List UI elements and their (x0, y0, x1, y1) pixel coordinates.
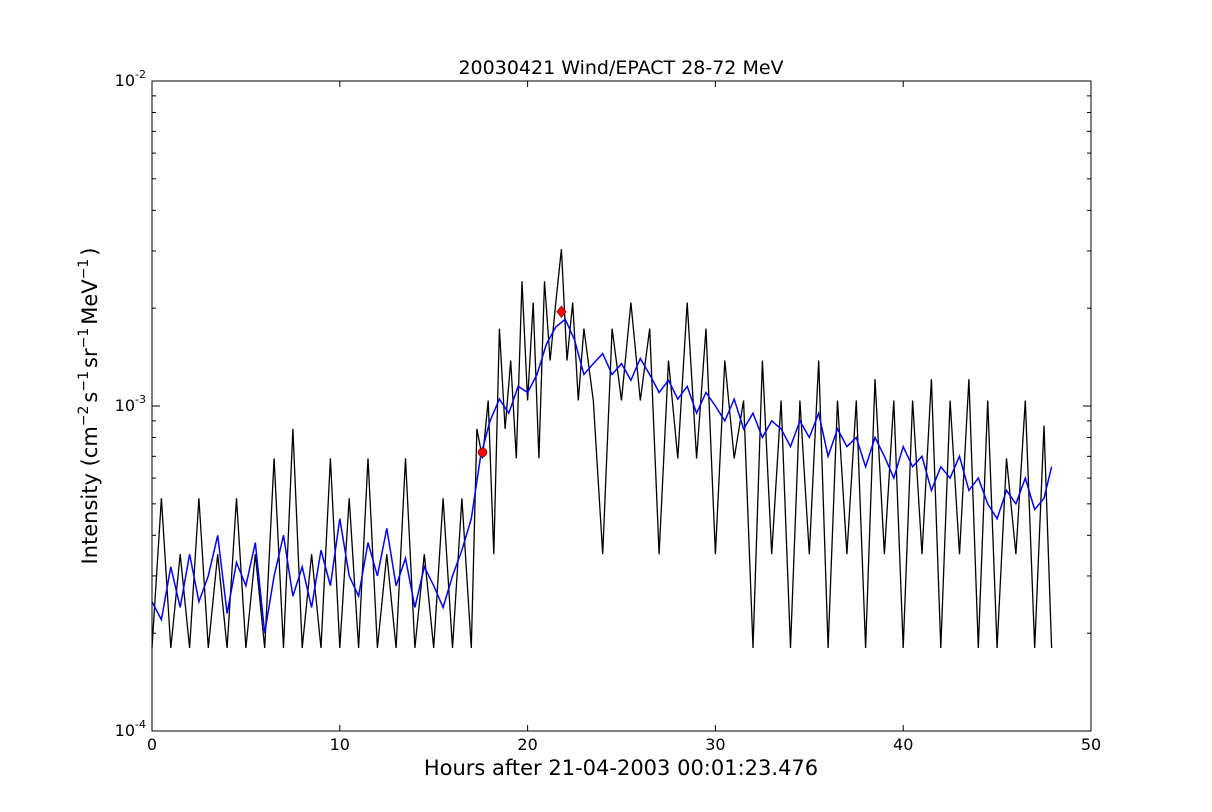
x-tick-label-0: 0 (147, 735, 157, 754)
series-line-1 (151, 317, 1053, 634)
marker-layer (477, 305, 567, 458)
y-label-mid1: s (78, 392, 102, 403)
chart-title: 20030421 Wind/EPACT 28-72 MeV (458, 57, 783, 79)
y-tick-label-0: 10-4 (115, 718, 146, 740)
x-tick-label-1: 10 (330, 735, 350, 754)
x-tick-label-4: 40 (893, 735, 913, 754)
y-label-mid3: MeV (78, 279, 102, 325)
plot-area (152, 81, 1091, 731)
y-tick-label-2: 10-2 (115, 68, 146, 90)
x-tick-label-2: 20 (517, 735, 537, 754)
x-tick-label-5: 50 (1081, 735, 1101, 754)
y-axis-label: Intensity (cm−2s−1sr−1MeV−1) (76, 248, 102, 565)
marker-circle-0 (477, 447, 488, 458)
x-axis-label: Hours after 21-04-2003 00:01:23.476 (424, 756, 818, 780)
y-label-sup1: −2 (76, 406, 92, 427)
y-label-mid2: sr (78, 348, 102, 368)
y-label-sup3: −1 (76, 328, 92, 349)
tick-layer: 0 10 20 30 40 50 10-4 10-3 10-2 (115, 68, 1102, 754)
y-label-sup2: −1 (76, 371, 92, 392)
y-label-prefix: Intensity (cm (78, 426, 102, 564)
y-label-suffix: ) (78, 248, 102, 256)
series-layer (151, 249, 1053, 649)
marker-diamond-1 (556, 305, 567, 319)
y-label-sup4: −1 (76, 259, 92, 280)
y-tick-label-1: 10-3 (115, 393, 146, 415)
x-tick-label-3: 30 (705, 735, 725, 754)
